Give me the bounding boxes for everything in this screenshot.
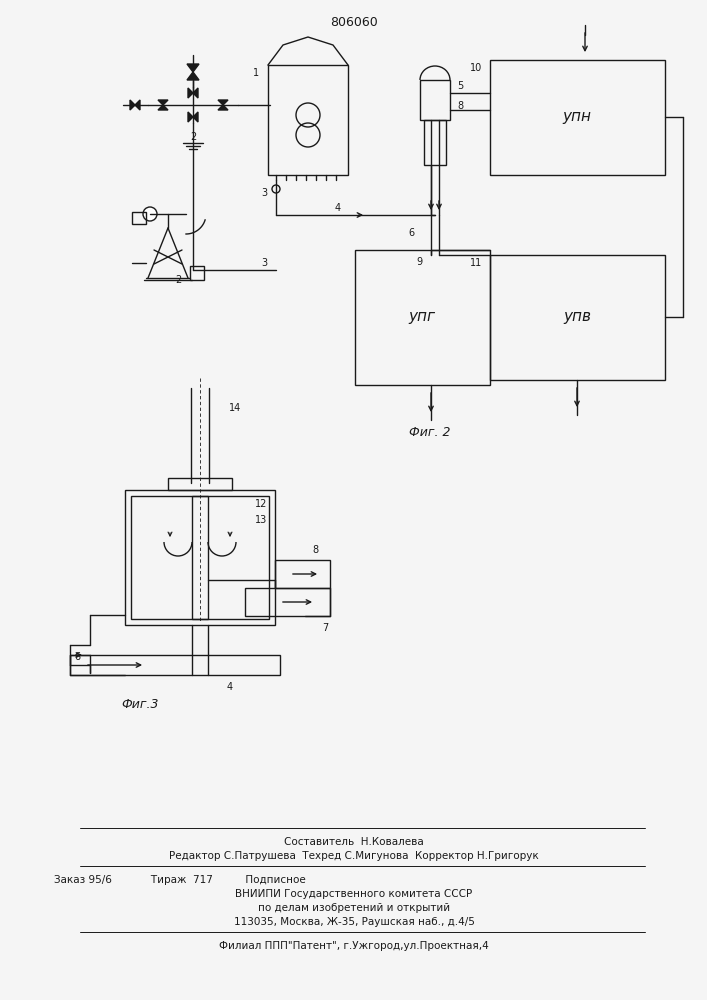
- Bar: [355, 250, 490, 385]
- Text: 2: 2: [175, 275, 181, 285]
- Bar: [490, 60, 665, 175]
- Text: 13: 13: [255, 515, 267, 525]
- Text: упг: упг: [409, 310, 436, 324]
- Bar: [420, 80, 450, 120]
- Polygon shape: [188, 88, 193, 98]
- Text: 5: 5: [457, 81, 463, 91]
- Text: Заказ 95/6            Тираж  717          Подписное: Заказ 95/6 Тираж 717 Подписное: [54, 875, 306, 885]
- Polygon shape: [187, 72, 199, 80]
- Text: 4: 4: [227, 682, 233, 692]
- Text: 8: 8: [312, 545, 318, 555]
- Bar: [275, 560, 330, 588]
- Text: 8: 8: [457, 101, 463, 111]
- Text: упн: упн: [563, 109, 592, 124]
- Polygon shape: [130, 100, 135, 110]
- Text: 12: 12: [255, 499, 267, 509]
- Bar: [268, 65, 348, 175]
- Text: Составитель  Н.Ковалева: Составитель Н.Ковалева: [284, 837, 424, 847]
- Bar: [168, 478, 232, 490]
- Text: 10: 10: [470, 63, 482, 73]
- Polygon shape: [218, 100, 228, 105]
- Text: 6: 6: [409, 228, 415, 238]
- Text: по делам изобретений и открытий: по делам изобретений и открытий: [258, 903, 450, 913]
- Bar: [245, 588, 330, 616]
- Text: 3: 3: [261, 188, 267, 198]
- Polygon shape: [187, 64, 199, 72]
- Text: 9: 9: [416, 257, 422, 267]
- Text: 3: 3: [261, 258, 267, 268]
- Bar: [190, 266, 204, 280]
- Bar: [192, 496, 208, 619]
- Bar: [424, 120, 446, 165]
- Bar: [125, 490, 275, 625]
- Bar: [132, 212, 146, 224]
- Bar: [70, 655, 280, 675]
- Text: 806060: 806060: [330, 15, 378, 28]
- Bar: [490, 255, 665, 380]
- Polygon shape: [135, 100, 140, 110]
- Text: упв: упв: [563, 310, 591, 324]
- Bar: [131, 496, 269, 619]
- Polygon shape: [188, 112, 193, 122]
- Text: Редактор С.Патрушева  Техред С.Мигунова  Корректор Н.Григорук: Редактор С.Патрушева Техред С.Мигунова К…: [169, 851, 539, 861]
- Polygon shape: [193, 112, 198, 122]
- Polygon shape: [218, 105, 228, 110]
- Text: Фиг.3: Фиг.3: [121, 698, 159, 712]
- Text: Фиг. 2: Фиг. 2: [409, 426, 451, 440]
- Text: 7: 7: [322, 623, 328, 633]
- Polygon shape: [158, 100, 168, 105]
- Text: 113035, Москва, Ж-35, Раушская наб., д.4/5: 113035, Москва, Ж-35, Раушская наб., д.4…: [233, 917, 474, 927]
- Polygon shape: [193, 88, 198, 98]
- Polygon shape: [158, 105, 168, 110]
- Text: 6: 6: [74, 652, 80, 662]
- Text: ВНИИПИ Государственного комитета СССР: ВНИИПИ Государственного комитета СССР: [235, 889, 472, 899]
- Text: 2: 2: [190, 132, 196, 142]
- Text: Филиал ППП"Патент", г.Ужгород,ул.Проектная,4: Филиал ППП"Патент", г.Ужгород,ул.Проектн…: [219, 941, 489, 951]
- Text: 4: 4: [335, 203, 341, 213]
- Text: 1: 1: [253, 68, 259, 78]
- Text: 11: 11: [470, 258, 482, 268]
- Text: 14: 14: [229, 403, 241, 413]
- Circle shape: [143, 207, 157, 221]
